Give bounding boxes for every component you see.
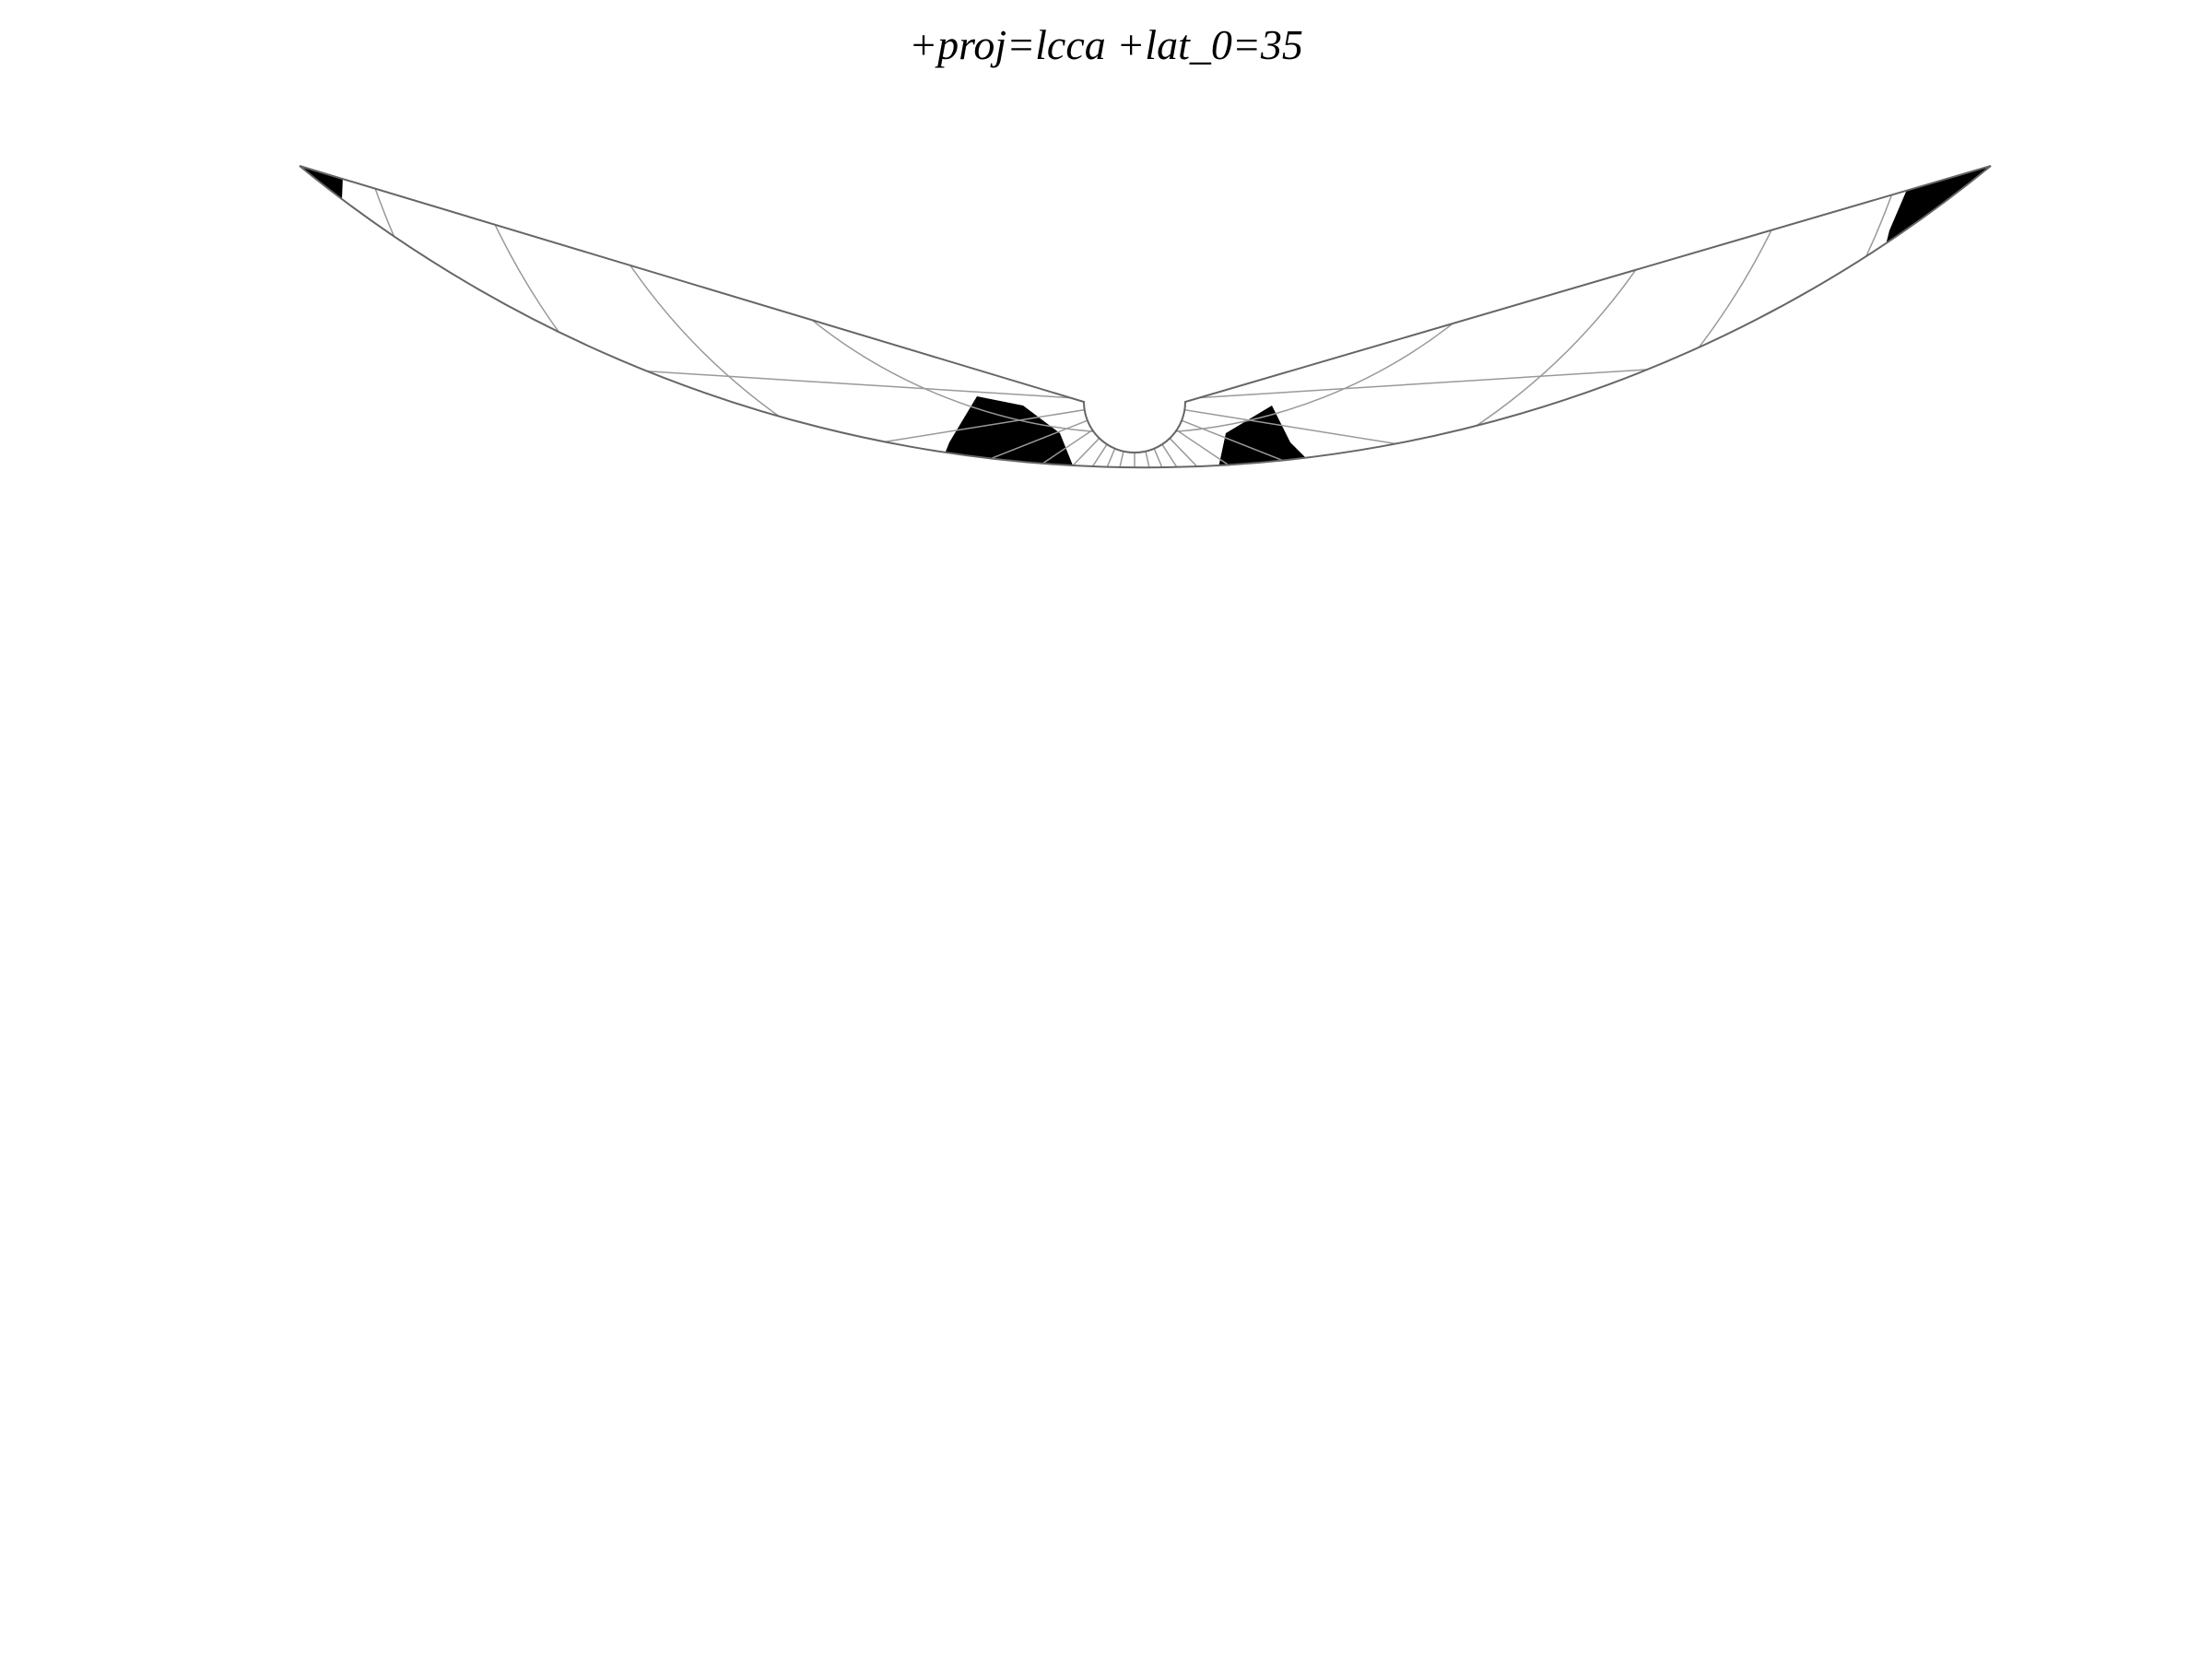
land-australia <box>1521 424 1608 468</box>
land-africa <box>1088 682 1290 995</box>
land-south-america <box>756 700 1014 986</box>
land-greenland <box>1074 498 1129 590</box>
map-title: +proj=lcca +lat_0=35 <box>909 21 1303 68</box>
land-europe <box>1143 562 1226 664</box>
graticule <box>300 166 1991 468</box>
